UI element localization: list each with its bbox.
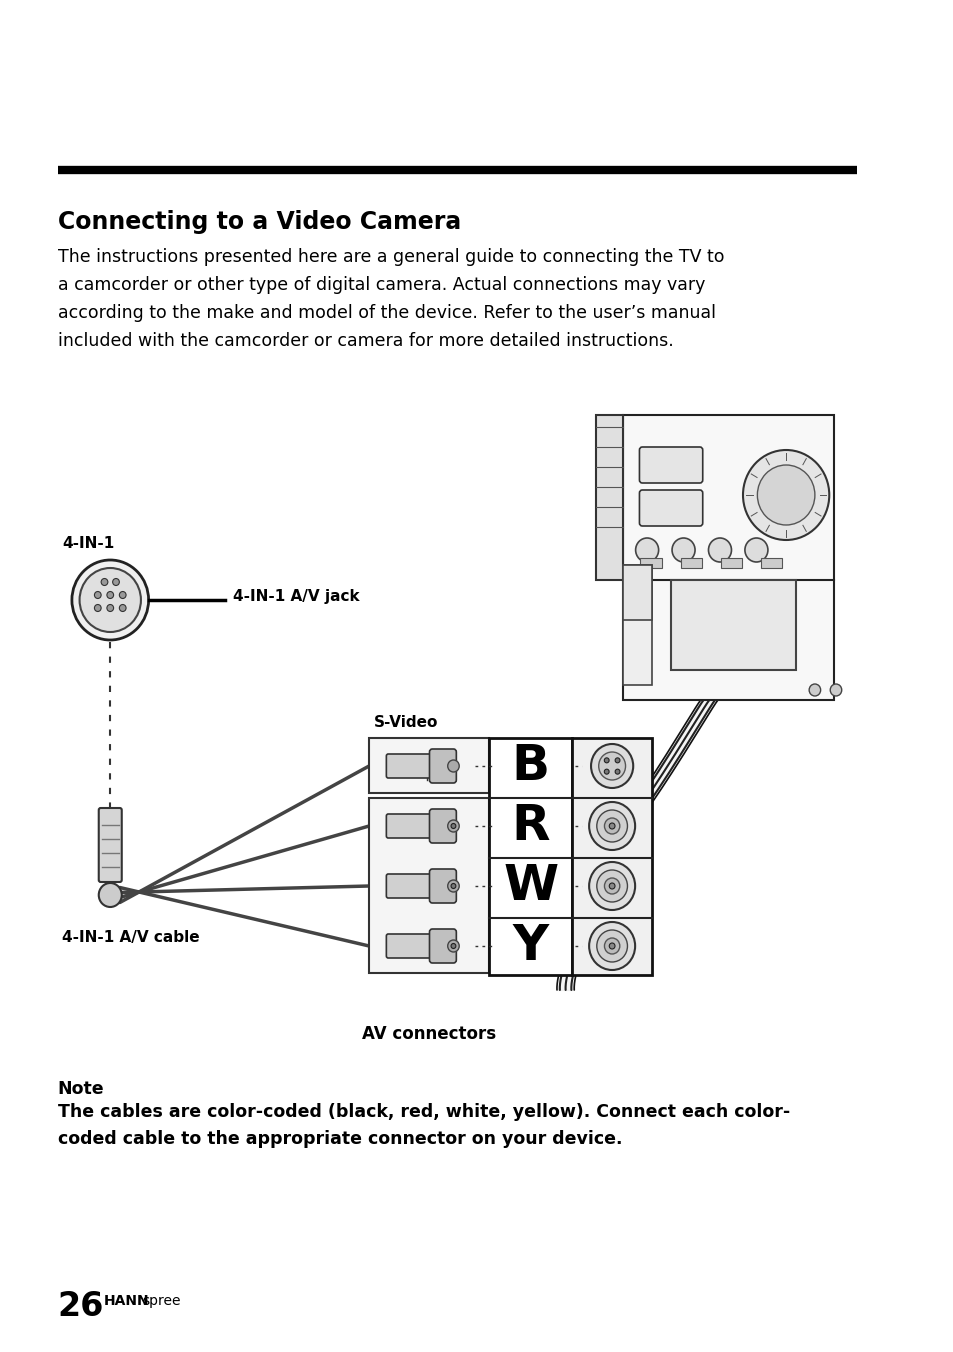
FancyBboxPatch shape — [386, 754, 436, 777]
Circle shape — [597, 869, 627, 902]
Text: AV connectors: AV connectors — [361, 1025, 496, 1042]
Text: according to the make and model of the device. Refer to the user’s manual: according to the make and model of the d… — [57, 304, 715, 322]
Text: a camcorder or other type of digital camera. Actual connections may vary: a camcorder or other type of digital cam… — [57, 276, 704, 293]
Text: 4-IN-1 A/V jack: 4-IN-1 A/V jack — [233, 588, 359, 603]
Text: coded cable to the appropriate connector on your device.: coded cable to the appropriate connector… — [57, 1130, 621, 1148]
FancyBboxPatch shape — [429, 749, 456, 783]
Circle shape — [597, 810, 627, 842]
Text: 26: 26 — [57, 1290, 104, 1324]
Text: HANN: HANN — [104, 1294, 149, 1307]
Circle shape — [615, 758, 619, 763]
Circle shape — [744, 538, 767, 562]
Circle shape — [603, 758, 608, 763]
Circle shape — [589, 863, 635, 910]
Text: W: W — [502, 863, 558, 910]
Text: Y: Y — [512, 922, 548, 969]
Bar — [622, 565, 651, 685]
Circle shape — [107, 604, 113, 611]
Circle shape — [604, 818, 619, 834]
Circle shape — [451, 883, 456, 888]
Circle shape — [589, 802, 635, 850]
Circle shape — [603, 769, 608, 775]
Circle shape — [757, 465, 814, 525]
Circle shape — [708, 538, 731, 562]
Circle shape — [451, 944, 456, 949]
Circle shape — [447, 940, 458, 952]
Circle shape — [609, 883, 615, 890]
Text: connector: connector — [374, 738, 459, 753]
Circle shape — [829, 684, 841, 696]
Text: Note: Note — [57, 1080, 104, 1098]
Text: 4-IN-1 A/V cable: 4-IN-1 A/V cable — [62, 930, 200, 945]
FancyBboxPatch shape — [429, 808, 456, 844]
Circle shape — [589, 922, 635, 969]
Circle shape — [598, 752, 625, 780]
Circle shape — [447, 880, 458, 892]
Circle shape — [71, 560, 149, 639]
Text: Connecting to a Video Camera: Connecting to a Video Camera — [57, 210, 460, 234]
FancyBboxPatch shape — [386, 873, 436, 898]
Circle shape — [635, 538, 658, 562]
FancyBboxPatch shape — [429, 929, 456, 963]
Text: The cables are color-coded (black, red, white, yellow). Connect each color-: The cables are color-coded (black, red, … — [57, 1103, 789, 1121]
Circle shape — [447, 821, 458, 831]
Circle shape — [742, 450, 828, 539]
Text: R: R — [511, 802, 549, 850]
Circle shape — [119, 604, 126, 611]
Circle shape — [447, 760, 458, 772]
FancyBboxPatch shape — [639, 448, 702, 483]
Bar — [596, 415, 622, 580]
Bar — [639, 558, 660, 568]
Circle shape — [604, 877, 619, 894]
FancyBboxPatch shape — [639, 489, 702, 526]
Circle shape — [808, 684, 820, 696]
Circle shape — [94, 592, 101, 599]
Circle shape — [597, 930, 627, 963]
Text: The instructions presented here are a general guide to connecting the TV to: The instructions presented here are a ge… — [57, 247, 723, 266]
Bar — [670, 580, 795, 671]
FancyBboxPatch shape — [429, 869, 456, 903]
Bar — [679, 558, 701, 568]
Circle shape — [107, 592, 113, 599]
Bar — [720, 558, 741, 568]
Circle shape — [615, 769, 619, 775]
Text: spree: spree — [142, 1294, 180, 1307]
Circle shape — [671, 538, 695, 562]
Bar — [369, 738, 489, 794]
Bar — [760, 558, 781, 568]
Circle shape — [99, 883, 122, 907]
Circle shape — [609, 823, 615, 829]
Bar — [622, 415, 833, 700]
Circle shape — [94, 604, 101, 611]
FancyBboxPatch shape — [386, 814, 436, 838]
Circle shape — [609, 942, 615, 949]
Circle shape — [101, 579, 108, 585]
Circle shape — [604, 938, 619, 955]
Circle shape — [79, 568, 141, 631]
Circle shape — [451, 823, 456, 829]
Text: 4-IN-1: 4-IN-1 — [62, 535, 114, 552]
Bar — [489, 738, 572, 975]
Circle shape — [591, 744, 633, 788]
Circle shape — [112, 579, 119, 585]
Bar — [572, 738, 651, 975]
Circle shape — [119, 592, 126, 599]
Bar — [369, 798, 489, 973]
FancyBboxPatch shape — [99, 808, 122, 882]
Bar — [622, 565, 651, 621]
Text: S-Video: S-Video — [374, 715, 437, 730]
FancyBboxPatch shape — [386, 934, 436, 959]
Text: B: B — [511, 742, 549, 790]
Text: included with the camcorder or camera for more detailed instructions.: included with the camcorder or camera fo… — [57, 333, 673, 350]
